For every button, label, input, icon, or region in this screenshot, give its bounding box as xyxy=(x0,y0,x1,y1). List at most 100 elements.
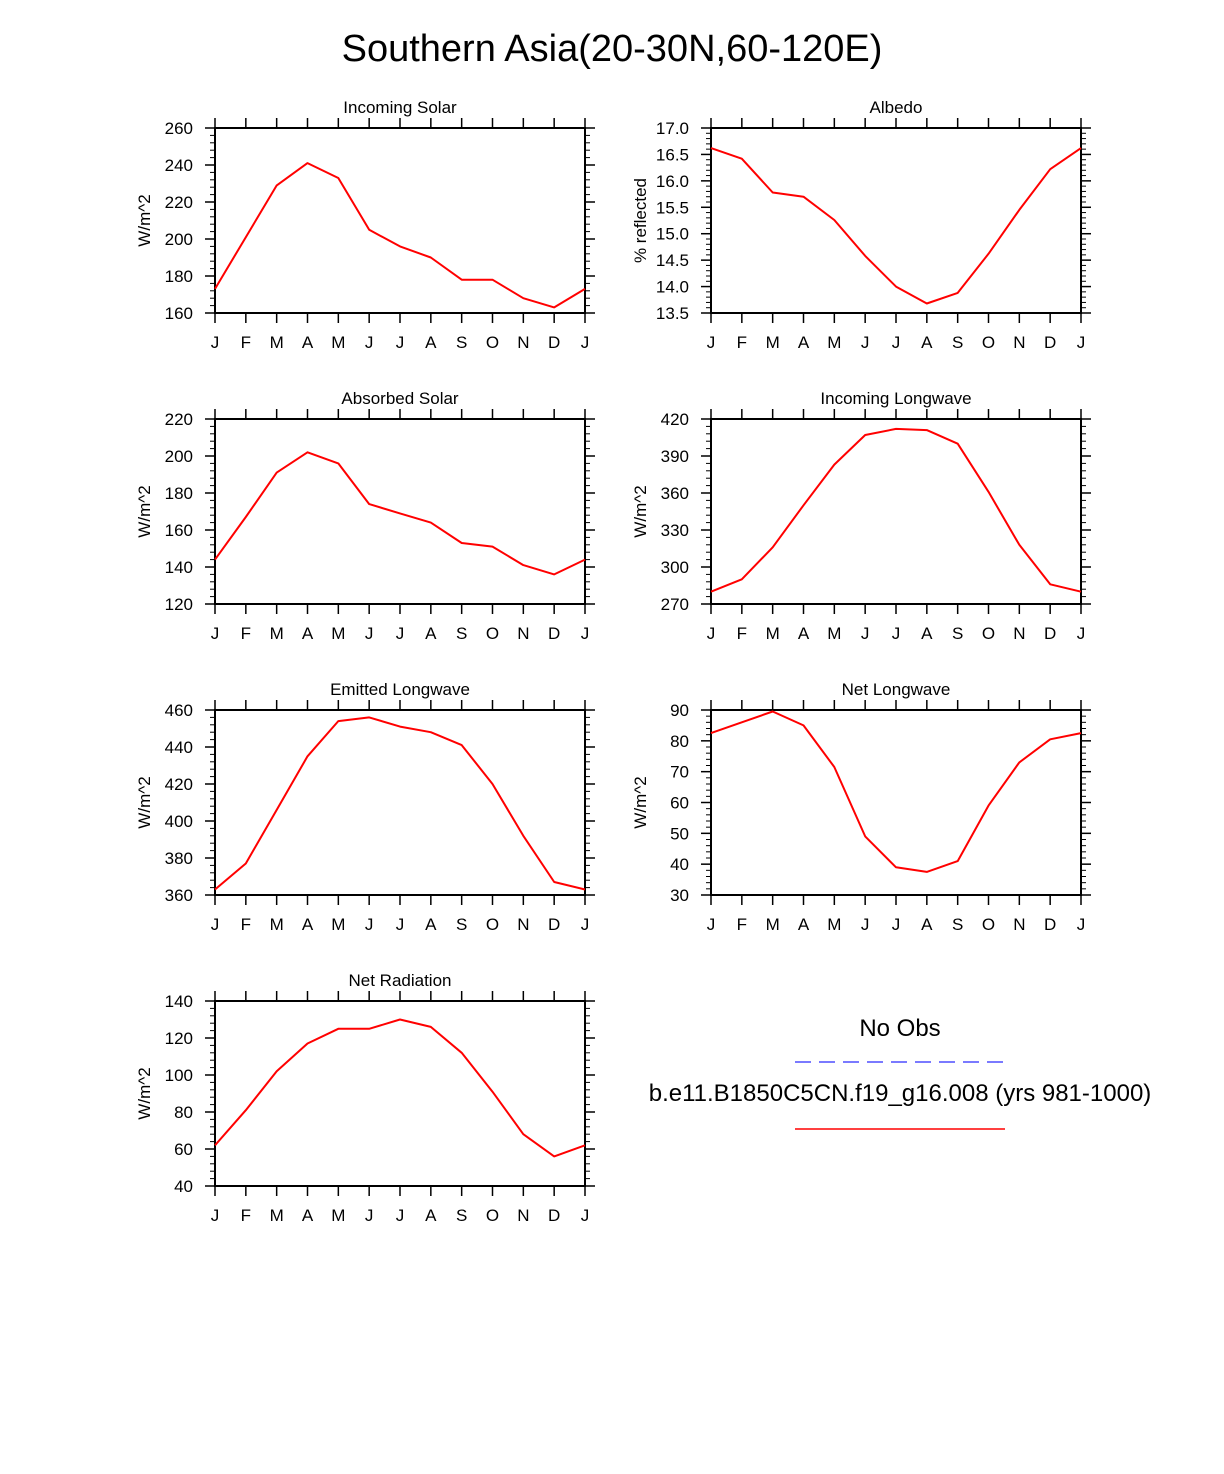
plot-frame xyxy=(214,709,586,896)
x-tick-label: J xyxy=(365,333,374,352)
x-tick-label: O xyxy=(486,333,499,352)
y-tick-label: 380 xyxy=(165,849,193,868)
x-tick-label: J xyxy=(211,915,220,934)
x-tick-label: M xyxy=(766,624,780,643)
x-tick-label: M xyxy=(270,624,284,643)
y-tick-label: 270 xyxy=(661,595,689,614)
figure-title: Southern Asia(20-30N,60-120E) xyxy=(341,28,883,70)
x-tick-label: D xyxy=(548,624,560,643)
y-tick-label: 120 xyxy=(165,1029,193,1048)
y-tick-label: 15.5 xyxy=(656,198,689,217)
y-axis-label: W/m^2 xyxy=(135,485,154,537)
y-tick-label: 460 xyxy=(165,701,193,720)
x-tick-label: O xyxy=(982,624,995,643)
x-tick-label: A xyxy=(798,915,810,934)
x-tick-label: A xyxy=(425,624,437,643)
x-tick-label: A xyxy=(921,624,933,643)
x-tick-label: D xyxy=(1044,624,1056,643)
y-tick-label: 300 xyxy=(661,558,689,577)
y-tick-label: 330 xyxy=(661,521,689,540)
x-tick-label: N xyxy=(517,333,529,352)
y-tick-label: 100 xyxy=(165,1066,193,1085)
x-tick-label: J xyxy=(211,1206,220,1225)
x-tick-label: J xyxy=(707,915,716,934)
y-tick-label: 140 xyxy=(165,558,193,577)
y-axis-label: W/m^2 xyxy=(631,485,650,537)
x-tick-label: S xyxy=(456,915,467,934)
x-tick-label: J xyxy=(365,915,374,934)
plot-frame xyxy=(214,418,586,605)
x-tick-label: M xyxy=(270,333,284,352)
y-tick-label: 60 xyxy=(174,1140,193,1159)
x-tick-label: O xyxy=(486,1206,499,1225)
y-tick-label: 15.0 xyxy=(656,225,689,244)
x-tick-label: D xyxy=(548,1206,560,1225)
x-tick-label: O xyxy=(486,624,499,643)
y-tick-label: 390 xyxy=(661,447,689,466)
y-tick-label: 17.0 xyxy=(656,119,689,138)
y-tick-label: 120 xyxy=(165,595,193,614)
x-tick-label: A xyxy=(798,333,810,352)
y-tick-label: 13.5 xyxy=(656,304,689,323)
panel-title: Incoming Longwave xyxy=(820,389,971,408)
x-tick-label: M xyxy=(827,624,841,643)
y-axis-label: W/m^2 xyxy=(135,194,154,246)
x-tick-label: S xyxy=(952,333,963,352)
x-tick-label: M xyxy=(827,333,841,352)
x-tick-label: J xyxy=(1077,624,1086,643)
x-tick-label: N xyxy=(517,915,529,934)
plot-frame xyxy=(710,418,1082,605)
y-tick-label: 440 xyxy=(165,738,193,757)
y-axis-label: W/m^2 xyxy=(631,776,650,828)
x-tick-label: M xyxy=(827,915,841,934)
y-tick-label: 160 xyxy=(165,521,193,540)
x-tick-label: N xyxy=(517,624,529,643)
plot-frame xyxy=(214,127,586,314)
x-tick-label: J xyxy=(892,333,901,352)
x-tick-label: J xyxy=(581,915,590,934)
y-tick-label: 30 xyxy=(670,886,689,905)
x-tick-label: F xyxy=(737,333,747,352)
x-tick-label: J xyxy=(581,333,590,352)
x-tick-label: J xyxy=(892,915,901,934)
x-tick-label: N xyxy=(1013,624,1025,643)
x-tick-label: J xyxy=(396,333,405,352)
y-axis-label: % reflected xyxy=(631,178,650,263)
y-tick-label: 160 xyxy=(165,304,193,323)
y-tick-label: 220 xyxy=(165,410,193,429)
y-tick-label: 14.5 xyxy=(656,251,689,270)
x-tick-label: O xyxy=(982,915,995,934)
y-tick-label: 140 xyxy=(165,992,193,1011)
x-tick-label: O xyxy=(982,333,995,352)
plot-frame xyxy=(214,1000,586,1187)
y-tick-label: 360 xyxy=(661,484,689,503)
y-tick-label: 90 xyxy=(670,701,689,720)
x-tick-label: J xyxy=(581,624,590,643)
x-tick-label: A xyxy=(302,333,314,352)
x-tick-label: A xyxy=(425,1206,437,1225)
series-line xyxy=(710,710,1082,873)
x-tick-label: A xyxy=(921,915,933,934)
x-tick-label: A xyxy=(302,1206,314,1225)
y-tick-label: 360 xyxy=(165,886,193,905)
x-tick-label: D xyxy=(1044,333,1056,352)
x-tick-label: J xyxy=(396,624,405,643)
series-line xyxy=(214,1018,586,1158)
x-tick-label: F xyxy=(737,624,747,643)
x-tick-label: M xyxy=(270,1206,284,1225)
panel-title: Albedo xyxy=(870,98,923,117)
x-tick-label: N xyxy=(1013,915,1025,934)
y-tick-label: 50 xyxy=(670,824,689,843)
panel-title: Absorbed Solar xyxy=(341,389,459,408)
x-tick-label: J xyxy=(861,624,870,643)
y-tick-label: 420 xyxy=(661,410,689,429)
x-tick-label: J xyxy=(211,624,220,643)
y-tick-label: 40 xyxy=(670,855,689,874)
x-tick-label: F xyxy=(241,333,251,352)
